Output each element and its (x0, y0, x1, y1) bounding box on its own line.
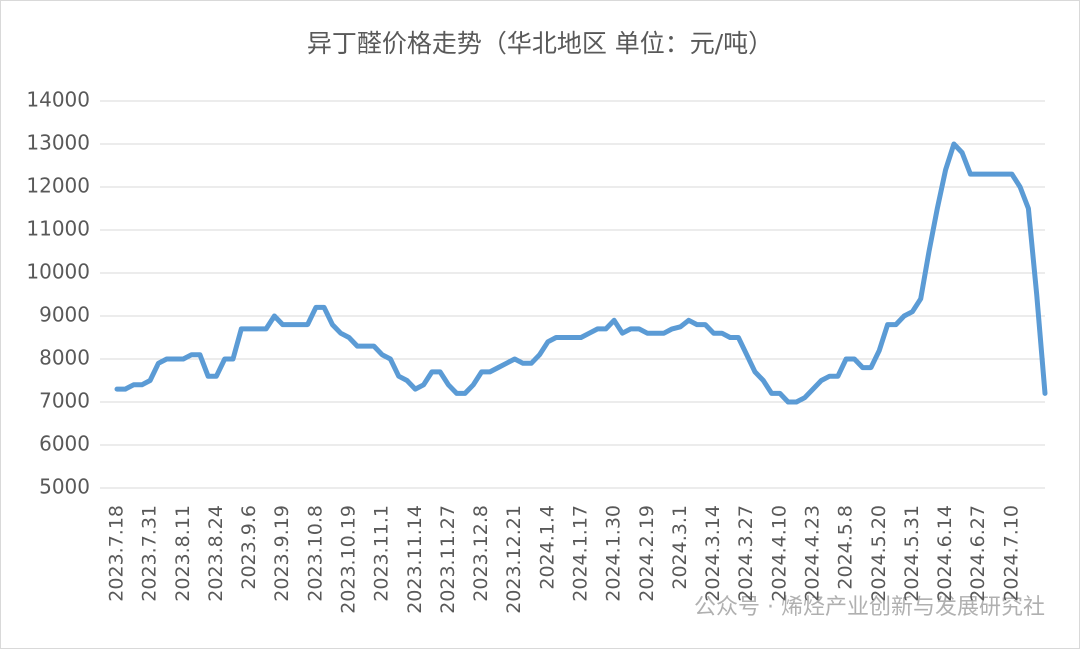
x-tick-label: 2023.11.27 (437, 505, 459, 614)
x-tick-label: 2023.9.19 (271, 505, 293, 602)
x-tick-label: 2024.7.10 (1000, 505, 1022, 602)
x-tick-label: 2024.4.10 (768, 505, 790, 602)
x-tick-label: 2023.8.11 (172, 505, 194, 602)
x-tick-label: 2023.12.21 (503, 505, 525, 614)
x-tick-label: 2024.4.23 (802, 505, 824, 602)
x-tick-label: 2024.5.20 (868, 505, 890, 602)
y-tick-label: 12000 (26, 174, 90, 198)
y-tick-label: 6000 (39, 432, 90, 456)
chart-title: 异丁醛价格走势（华北地区 单位：元/吨） (307, 29, 773, 58)
y-tick-label: 13000 (26, 131, 90, 155)
x-tick-label: 2023.10.19 (338, 505, 360, 614)
y-tick-label: 5000 (39, 475, 90, 499)
x-tick-label: 2023.11.14 (404, 505, 426, 614)
x-tick-label: 2023.12.8 (470, 505, 492, 602)
x-tick-label: 2023.7.31 (139, 505, 161, 602)
x-tick-label: 2023.10.8 (304, 505, 326, 602)
x-tick-label: 2024.2.19 (636, 505, 658, 602)
x-tick-label: 2023.11.1 (371, 505, 393, 602)
y-tick-label: 10000 (26, 260, 90, 284)
x-tick-label: 2024.3.27 (735, 505, 757, 602)
y-tick-label: 8000 (39, 346, 90, 370)
x-tick-label: 2024.3.1 (669, 505, 691, 590)
y-tick-label: 14000 (26, 88, 90, 112)
watermark: 公众号 · 烯烃产业创新与发展研究社 (694, 595, 1045, 620)
x-tick-label: 2024.5.31 (901, 505, 923, 602)
x-tick-label: 2024.1.4 (536, 505, 558, 590)
y-tick-label: 11000 (26, 217, 90, 241)
x-tick-label: 2024.5.8 (835, 505, 857, 590)
x-tick-label: 2024.6.14 (934, 505, 956, 602)
x-tick-label: 2024.1.30 (603, 505, 625, 602)
x-tick-label: 2024.1.17 (570, 505, 592, 602)
x-tick-label: 2024.3.14 (702, 505, 724, 602)
x-tick-label: 2023.8.24 (205, 505, 227, 602)
x-tick-label: 2023.9.6 (238, 505, 260, 590)
x-tick-label: 2023.7.18 (106, 505, 128, 602)
y-tick-label: 7000 (39, 389, 90, 413)
line-series (114, 141, 1048, 405)
y-tick-label: 9000 (39, 303, 90, 327)
x-tick-label: 2024.6.27 (967, 505, 989, 602)
